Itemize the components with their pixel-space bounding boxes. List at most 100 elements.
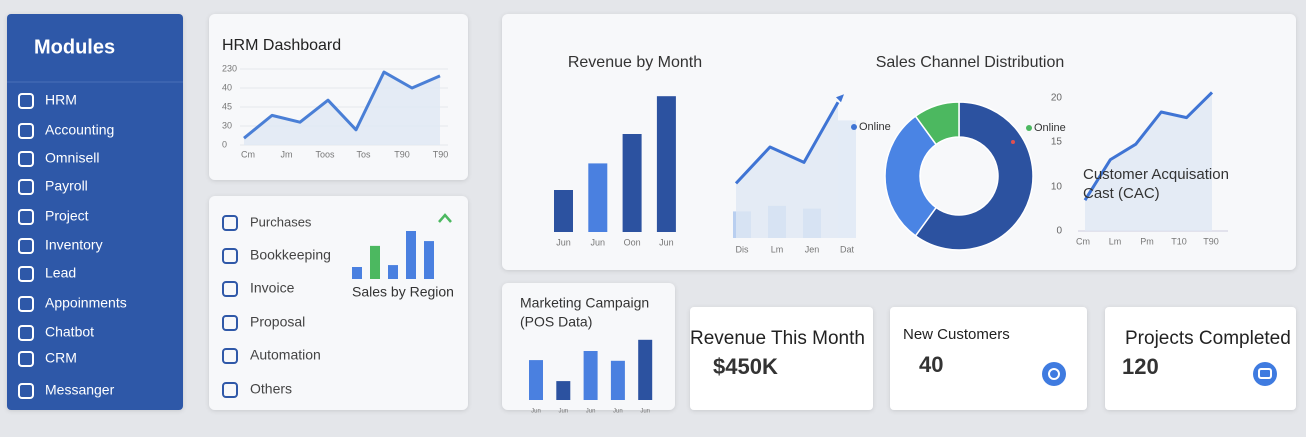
list-item: Others bbox=[250, 381, 292, 397]
y-tick-label: 230 bbox=[222, 63, 237, 73]
x-tick-label: Toos bbox=[315, 149, 335, 159]
bar bbox=[388, 265, 398, 279]
bar bbox=[583, 351, 598, 400]
list-item: Proposal bbox=[250, 314, 305, 330]
x-tick-label: Jun bbox=[659, 237, 674, 247]
x-tick-label: T10 bbox=[1171, 236, 1187, 246]
menu-item[interactable]: Chatbot bbox=[45, 324, 94, 340]
list-item: Automation bbox=[250, 347, 321, 363]
menu-icon bbox=[18, 179, 34, 195]
list-icon bbox=[222, 215, 238, 231]
legend-label: Online bbox=[1034, 122, 1066, 134]
card bbox=[209, 196, 468, 410]
menu-item[interactable]: HRM bbox=[45, 92, 77, 108]
menu-item[interactable]: Omnisell bbox=[45, 150, 99, 166]
menu-icon bbox=[18, 93, 34, 109]
area bbox=[244, 72, 440, 145]
bar bbox=[838, 120, 856, 238]
kpi-card bbox=[890, 307, 1087, 410]
bar bbox=[352, 267, 362, 279]
bar bbox=[406, 231, 416, 279]
menu-item[interactable]: Payroll bbox=[45, 178, 88, 194]
legend-dot bbox=[851, 124, 857, 130]
pie-slice bbox=[884, 115, 938, 237]
menu-icon bbox=[18, 266, 34, 282]
y-tick-label: 10 bbox=[1051, 182, 1063, 193]
menu-item[interactable]: Project bbox=[45, 208, 89, 224]
y-tick-label: 0 bbox=[222, 139, 227, 149]
list-icon bbox=[222, 348, 238, 364]
chart-title: Sales Channel Distribution bbox=[876, 54, 1065, 71]
x-tick-label: T90 bbox=[1203, 236, 1219, 246]
x-tick-label: Jun bbox=[556, 237, 571, 247]
legend-label: Online bbox=[859, 121, 891, 133]
list-icon bbox=[222, 281, 238, 297]
x-tick-label: Cm bbox=[1076, 236, 1090, 246]
bar bbox=[610, 360, 625, 400]
menu-item[interactable]: Lead bbox=[45, 265, 76, 281]
x-tick-label: Jun bbox=[613, 409, 623, 415]
y-tick-label: 45 bbox=[222, 101, 232, 111]
arrow-head bbox=[836, 94, 844, 103]
x-tick-label: Jun bbox=[591, 237, 606, 247]
y-tick-label: 30 bbox=[222, 120, 232, 130]
chevron-icon bbox=[438, 213, 452, 223]
card-title: HRM Dashboard bbox=[222, 37, 341, 54]
chart-title: Marketing Campaign bbox=[520, 295, 649, 311]
menu-icon bbox=[18, 325, 34, 341]
bar bbox=[370, 245, 380, 279]
legend-dot bbox=[1011, 140, 1015, 144]
bar bbox=[556, 381, 571, 400]
bar bbox=[588, 163, 608, 232]
bar bbox=[529, 360, 543, 400]
x-tick-label: Jm bbox=[281, 149, 293, 159]
bar bbox=[638, 339, 653, 400]
chart-title: Revenue by Month bbox=[568, 54, 702, 71]
icon bbox=[1253, 362, 1277, 386]
bar bbox=[622, 134, 642, 232]
menu-item[interactable]: CRM bbox=[45, 350, 77, 366]
y-tick-label: 15 bbox=[1051, 137, 1063, 148]
y-tick-label: 20 bbox=[1051, 93, 1063, 104]
x-tick-label: Dat bbox=[840, 244, 855, 254]
chart-title: Customer Acquisation bbox=[1083, 166, 1229, 183]
line bbox=[734, 101, 840, 185]
menu-icon bbox=[18, 383, 34, 399]
menu-icon bbox=[18, 296, 34, 312]
list-icon bbox=[222, 248, 238, 264]
chart-title: Cast (CAC) bbox=[1083, 185, 1160, 202]
bar bbox=[656, 96, 676, 232]
list-item: Purchases bbox=[250, 214, 312, 229]
legend-dot bbox=[1026, 125, 1032, 131]
x-tick-label: Jun bbox=[531, 409, 541, 415]
area bbox=[736, 102, 838, 238]
area bbox=[1085, 92, 1212, 232]
menu-item[interactable]: Inventory bbox=[45, 237, 103, 253]
x-tick-label: Pm bbox=[1140, 236, 1154, 246]
list-item: Bookkeeping bbox=[250, 247, 331, 263]
icon bbox=[1048, 368, 1060, 380]
x-tick-label: T90 bbox=[433, 149, 449, 159]
kpi-label: Projects Completed bbox=[1125, 328, 1291, 349]
sidebar bbox=[7, 14, 183, 410]
list-icon bbox=[222, 382, 238, 398]
kpi-card bbox=[1105, 307, 1296, 410]
y-tick-label: 0 bbox=[1056, 226, 1062, 237]
list-icon bbox=[222, 315, 238, 331]
pie-slice bbox=[914, 101, 960, 146]
pie-slice bbox=[914, 101, 1034, 251]
menu-item[interactable]: Messanger bbox=[45, 382, 115, 398]
x-tick-label: Jun bbox=[640, 409, 650, 415]
kpi-card bbox=[690, 307, 873, 410]
kpi-value: 40 bbox=[919, 352, 943, 377]
menu-icon bbox=[18, 151, 34, 167]
menu-item[interactable]: Accounting bbox=[45, 122, 114, 138]
menu-icon bbox=[18, 123, 34, 139]
x-tick-label: Jen bbox=[805, 244, 820, 254]
menu-icon bbox=[18, 238, 34, 254]
line bbox=[243, 70, 441, 140]
x-tick-label: Cm bbox=[241, 149, 255, 159]
menu-item[interactable]: Appoinments bbox=[45, 295, 127, 311]
